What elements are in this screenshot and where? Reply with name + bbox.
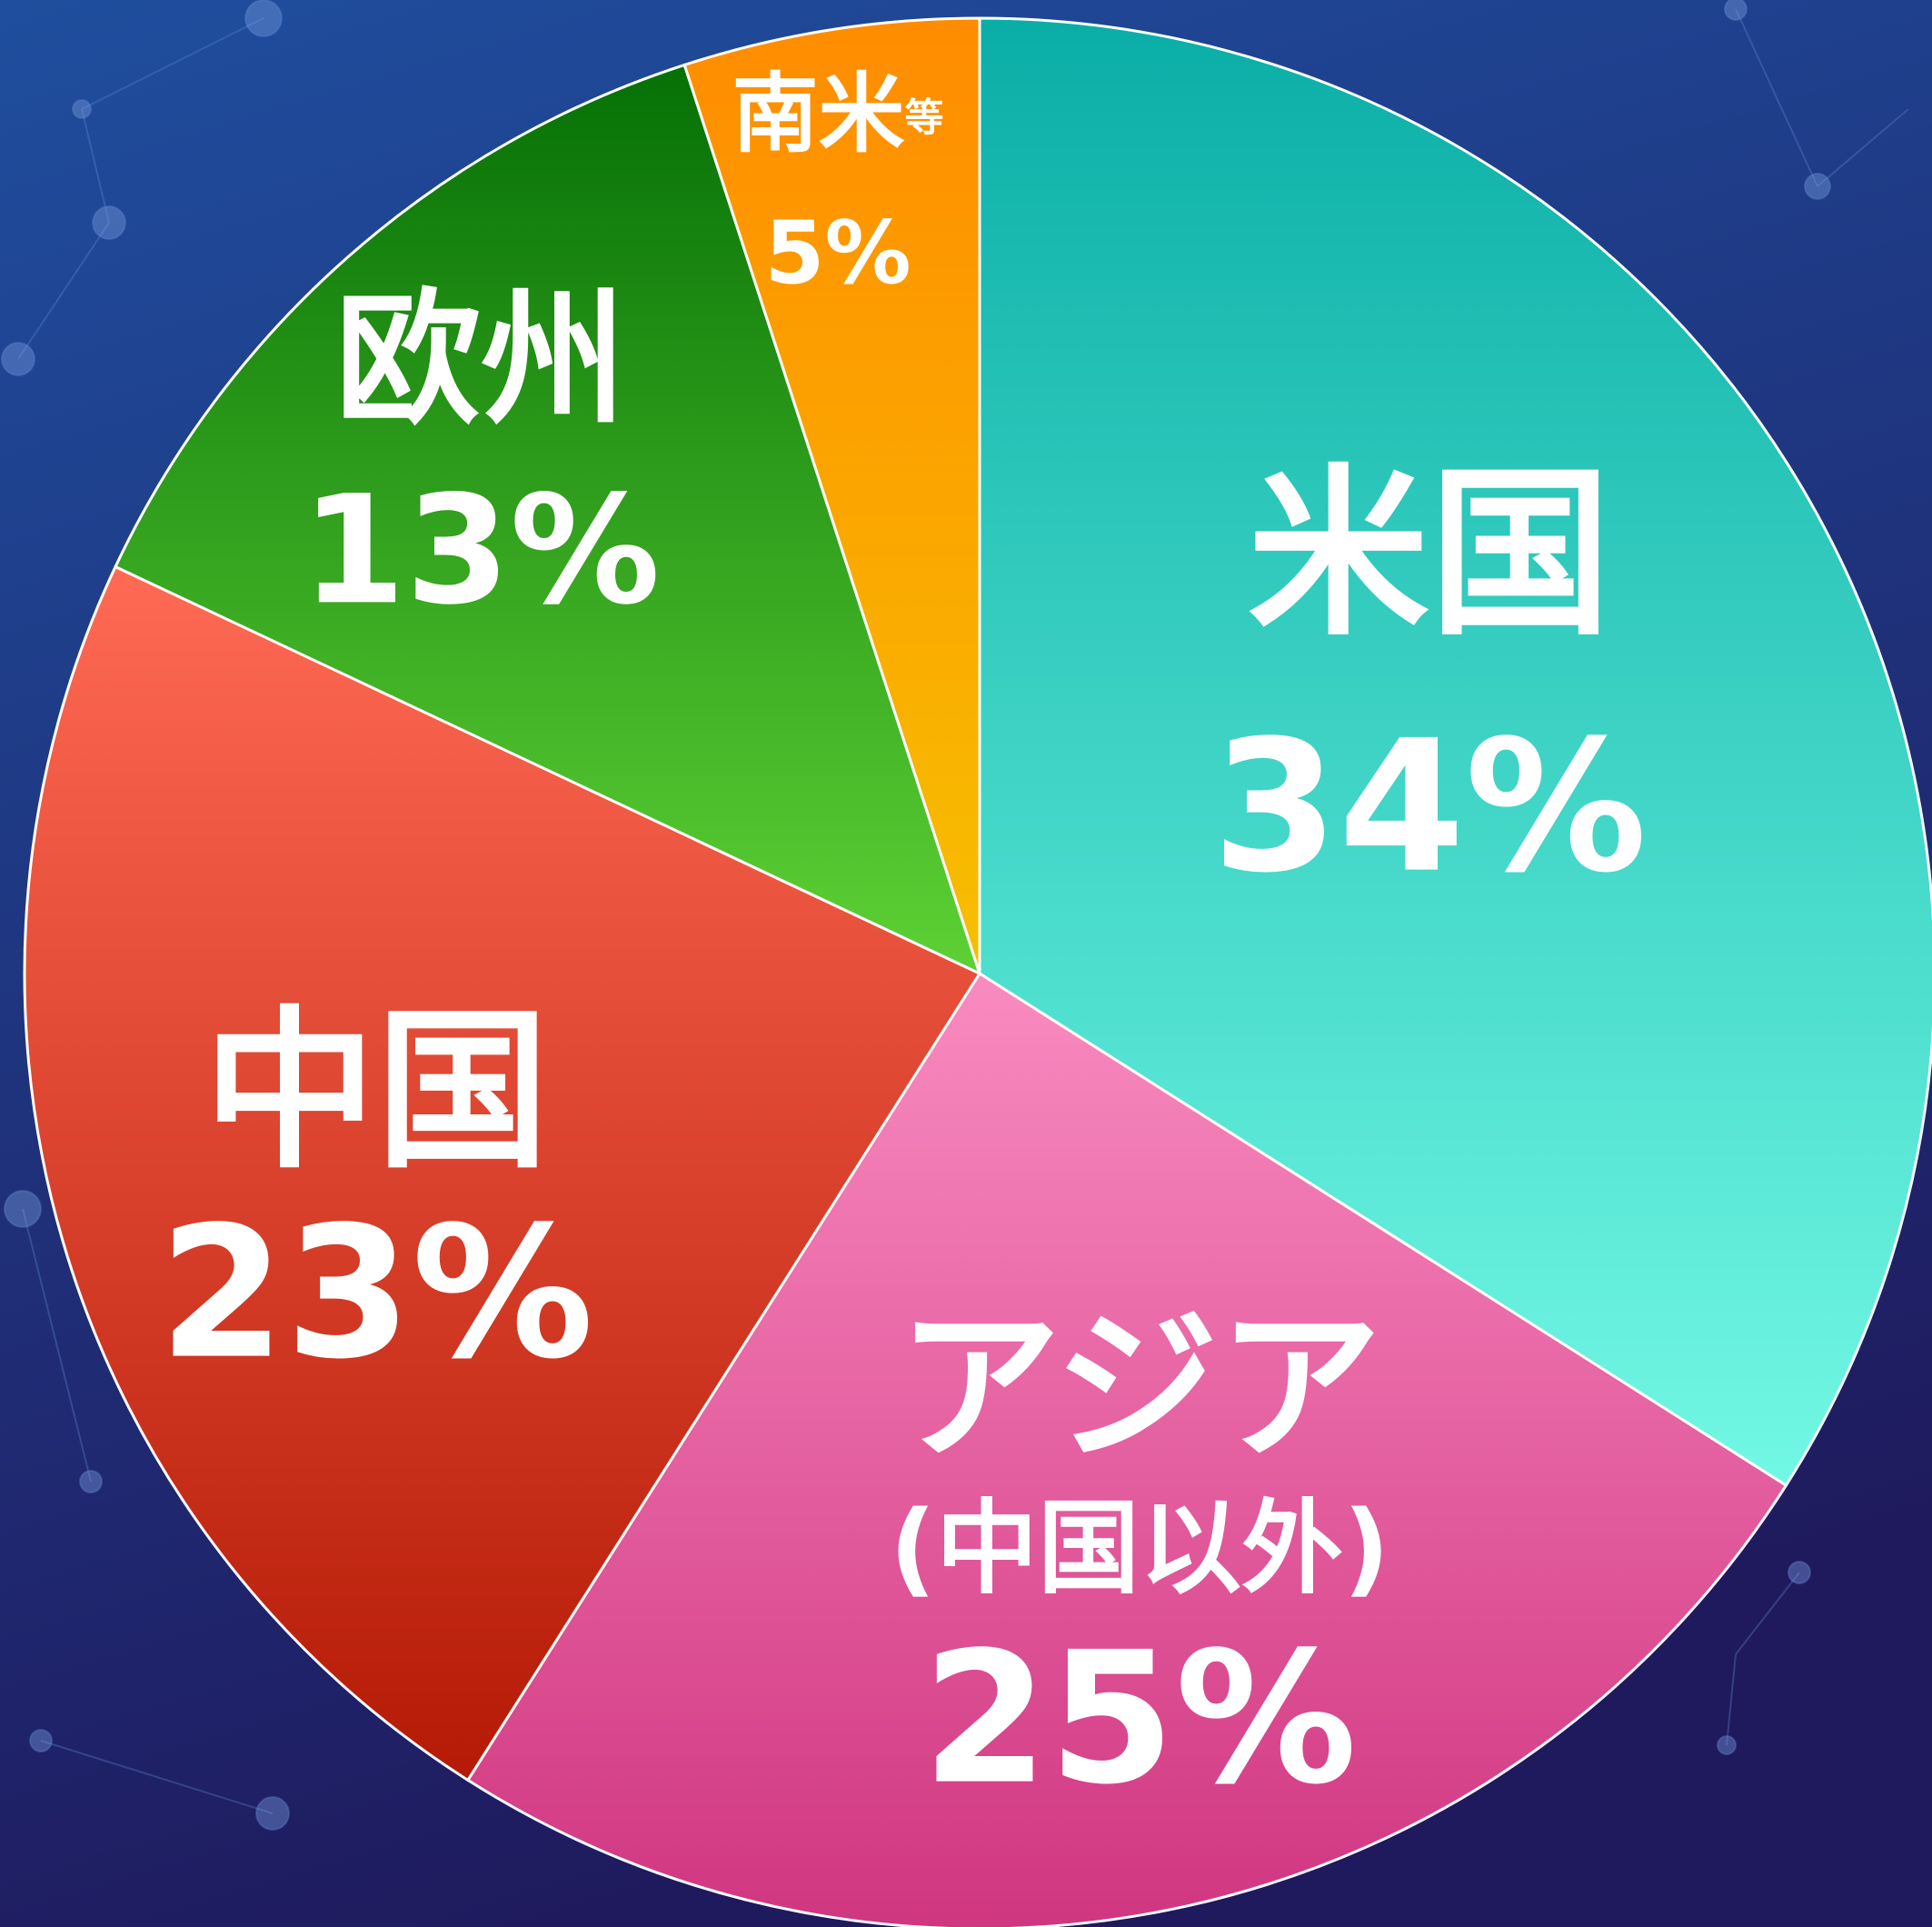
value-label: 25% [922, 1613, 1358, 1825]
pie-slice [23, 564, 982, 1782]
slice-name: 欧州 [335, 275, 626, 444]
value-label: 34% [1212, 702, 1648, 914]
pie-slice [978, 16, 1932, 1488]
slice-name: アジア [898, 1293, 1382, 1483]
value-label: 5% [764, 204, 911, 304]
pie-slice [682, 16, 981, 974]
pie-slice [114, 63, 982, 976]
value-label: 13% [302, 463, 661, 637]
value-label: 23% [159, 1188, 594, 1400]
slice-name: 米国 [1248, 449, 1611, 661]
slice-note: 等 [905, 95, 944, 141]
network-decoration [1, 0, 1909, 1831]
slice-name: 中国 [204, 991, 549, 1192]
pie-slice [465, 971, 1788, 1927]
slice-name: 南米 [732, 65, 905, 165]
slice-label: 南米等 [732, 65, 944, 165]
slice-note: (中国以外) [890, 1490, 1389, 1608]
